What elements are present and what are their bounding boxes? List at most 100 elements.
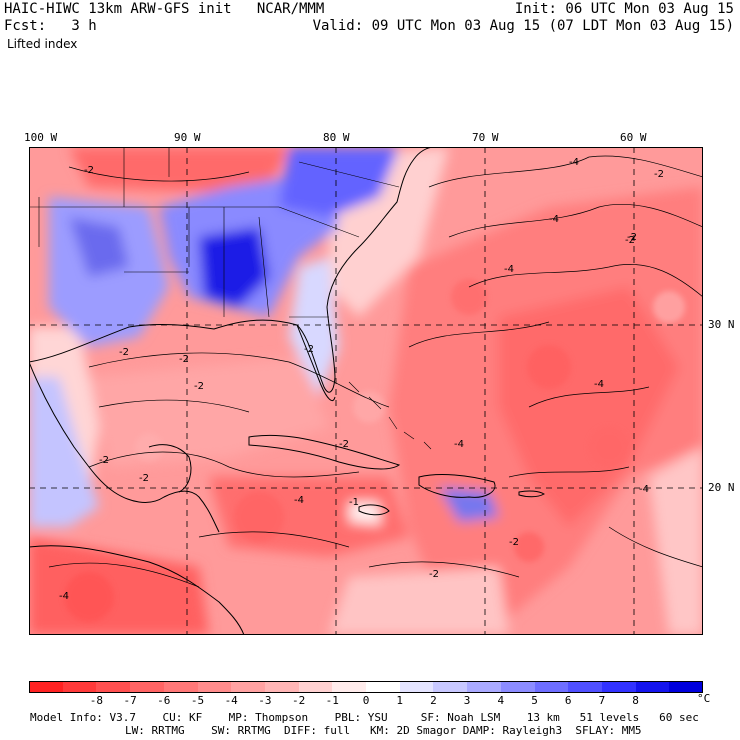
contour-label: -4 [59, 591, 69, 602]
colorbar-tick-label: -3 [258, 694, 272, 707]
colorbar-swatch [399, 681, 434, 693]
title-left: HAIC-HIWC 13km ARW-GFS init NCAR/MMM [4, 1, 325, 17]
contour-line [448, 203, 703, 238]
contour-line [68, 166, 250, 182]
lon-label: 100 W [24, 131, 58, 144]
colorbar-swatch [534, 681, 569, 693]
contour-label: -4 [594, 379, 604, 390]
color-scale-bar [29, 681, 704, 693]
colorbar-tick-label: 8 [632, 694, 639, 707]
colorbar-swatch [500, 681, 535, 693]
field-spot [353, 391, 385, 423]
state-border [258, 216, 270, 318]
contour-line [408, 321, 550, 348]
contour-line [428, 155, 703, 188]
coastline-hispaniola [418, 474, 496, 498]
contour-label: -2 [304, 344, 314, 355]
colorbar-swatch [568, 681, 603, 693]
model-info-line2: LW: RRTMG SW: RRTMG DIFF: full KM: 2D Sm… [125, 724, 642, 737]
contour-line [198, 531, 350, 548]
contour-line [608, 526, 703, 568]
contour-label: -2 [84, 165, 94, 176]
contour-label: -2 [627, 232, 637, 243]
field-region-stable-core [199, 227, 269, 307]
colorbar-tick-label: -6 [157, 694, 171, 707]
colorbar-tick-label: -2 [291, 694, 306, 707]
lon-label: 90 W [174, 131, 201, 144]
contour-label: -4 [454, 439, 464, 450]
field-spot [527, 345, 571, 389]
colorbar-swatch [130, 681, 165, 693]
contour-label: -2 [339, 439, 349, 450]
colorbar-swatch [601, 681, 637, 693]
bahamas [348, 381, 432, 450]
contour-label: -4 [569, 157, 579, 168]
colorbar-swatch [163, 681, 198, 693]
state-border [298, 161, 400, 188]
colorbar-swatch [635, 681, 670, 693]
colorbar-tick-label: -5 [190, 694, 205, 707]
colorbar-unit: °C [697, 692, 711, 705]
contour-line [88, 352, 390, 408]
contour-line [48, 562, 200, 588]
colorbar-frame [29, 681, 703, 693]
map-frame [29, 147, 703, 635]
colorbar-swatch [669, 681, 704, 693]
colorbar-swatch [433, 681, 468, 693]
colorbar-swatch [366, 681, 401, 693]
contour-label: -2 [625, 235, 635, 246]
lifted-index-map: -2 -4 -2 -4 -2 -4 -2 -2 -2 -2 -2 -4 -4 -… [29, 147, 703, 635]
coastline-central-america [29, 545, 245, 635]
lon-label: 80 W [323, 131, 350, 144]
contour-label: -2 [194, 381, 204, 392]
colorbar-tick-label: 4 [497, 694, 505, 707]
colorbar-swatch [298, 681, 333, 693]
contour-line [98, 399, 250, 413]
colorbar-swatch [62, 681, 97, 693]
lon-label: 60 W [620, 131, 647, 144]
contour-label: -4 [549, 214, 559, 225]
field-region-light-south [329, 567, 509, 635]
colorbar-tick-label: 7 [598, 694, 606, 707]
contour-line [508, 466, 630, 478]
state-border [278, 206, 360, 238]
lon-label: 70 W [472, 131, 499, 144]
field-name: Lifted index [7, 37, 78, 51]
lat-label: 20 N [708, 481, 735, 494]
contour-label: -2 [119, 347, 129, 358]
coastline-us [29, 147, 435, 393]
colorbar-swatch [332, 681, 367, 693]
field-region-stable-mexico [29, 377, 99, 527]
colorbar-tick-label: 1 [396, 694, 403, 707]
contour-label: -2 [139, 473, 149, 484]
field-region-stable-florida [289, 257, 339, 397]
forecast-hour: Fcst: 3 h [4, 18, 97, 34]
valid-time: Valid: 09 UTC Mon 03 Aug 15 (07 LDT Mon … [312, 18, 734, 34]
colorbar-tick-label: -4 [224, 694, 238, 707]
contour-label: -4 [294, 495, 304, 506]
colorbar-tick-label: 5 [531, 694, 538, 707]
contour-line [528, 386, 650, 408]
field-spot [514, 532, 544, 562]
coastline-yucatan [148, 444, 192, 493]
coastline-florida [296, 324, 336, 401]
contour-label: -2 [509, 537, 519, 548]
contour-label: -4 [639, 484, 649, 495]
field-region-stable-texas-core [69, 217, 129, 277]
field-spot [589, 427, 629, 467]
colorbar-swatch [231, 681, 266, 693]
coastline-puerto-rico [518, 490, 545, 498]
contour-label: -2 [654, 169, 664, 180]
contour-line [468, 263, 703, 298]
field-spot [653, 291, 685, 323]
colorbar-swatch [29, 681, 64, 693]
contour-label: -2 [99, 455, 109, 466]
colorbar-tick-label: 6 [564, 694, 572, 707]
field-spot [451, 279, 487, 315]
colorbar-swatch [96, 681, 131, 693]
colorbar-swatch [264, 681, 300, 693]
contour-line [368, 561, 520, 578]
contour-label: -4 [504, 264, 514, 275]
colorbar-tick-label: 0 [362, 694, 370, 707]
colorbar-tick-label: -1 [325, 694, 339, 707]
